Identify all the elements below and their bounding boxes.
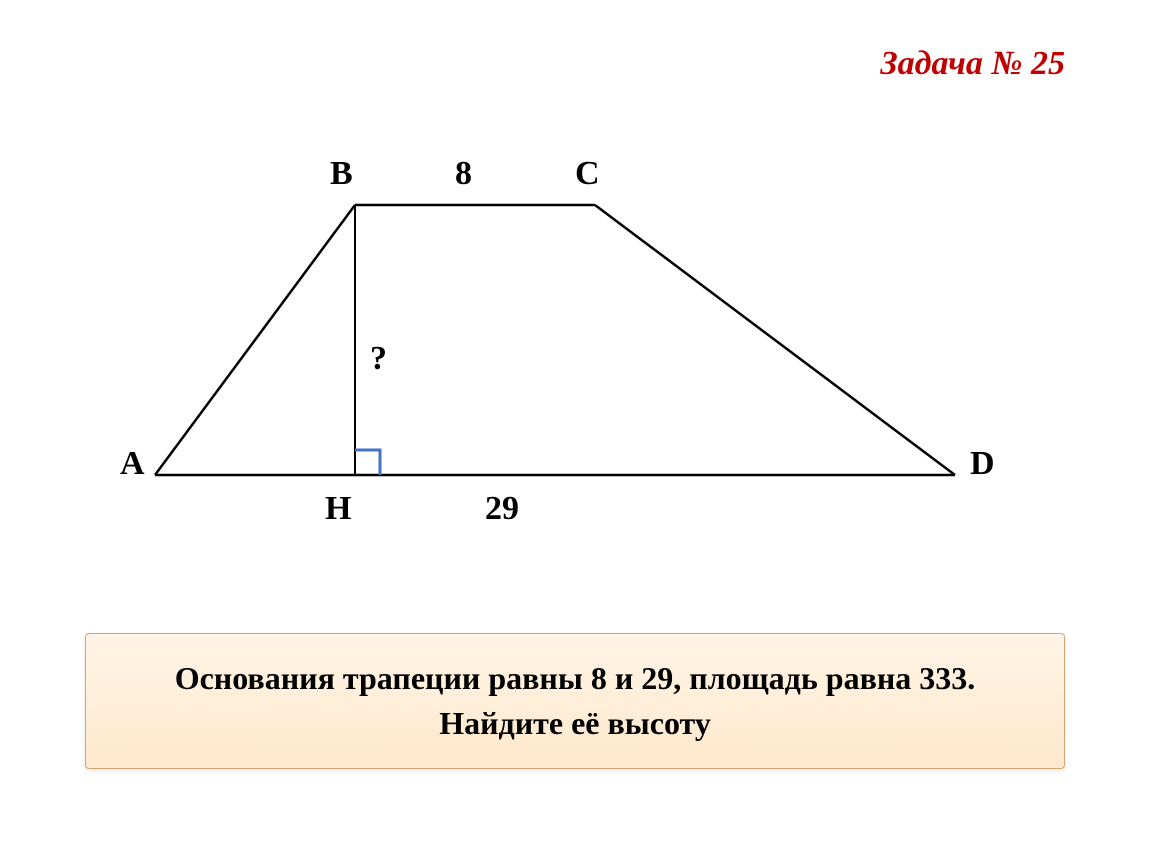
vertex-a-label: A (120, 445, 145, 483)
right-angle-marker (355, 450, 380, 475)
vertex-b-label: B (330, 155, 353, 193)
problem-title: Задача № 25 (880, 45, 1065, 83)
side-ab (155, 205, 355, 475)
side-cd (595, 205, 955, 475)
trapezoid-diagram: A B C D H 8 29 ? (125, 155, 1025, 555)
problem-statement-box: Основания трапеции равны 8 и 29, площадь… (85, 633, 1065, 769)
edge-bh-label: ? (370, 340, 387, 378)
vertex-c-label: C (575, 155, 600, 193)
problem-statement-text: Основания трапеции равны 8 и 29, площадь… (116, 656, 1034, 746)
trapezoid-svg (125, 155, 1025, 555)
edge-bc-label: 8 (455, 155, 472, 193)
vertex-d-label: D (970, 445, 995, 483)
edge-ad-label: 29 (485, 490, 519, 528)
vertex-h-label: H (325, 490, 351, 528)
